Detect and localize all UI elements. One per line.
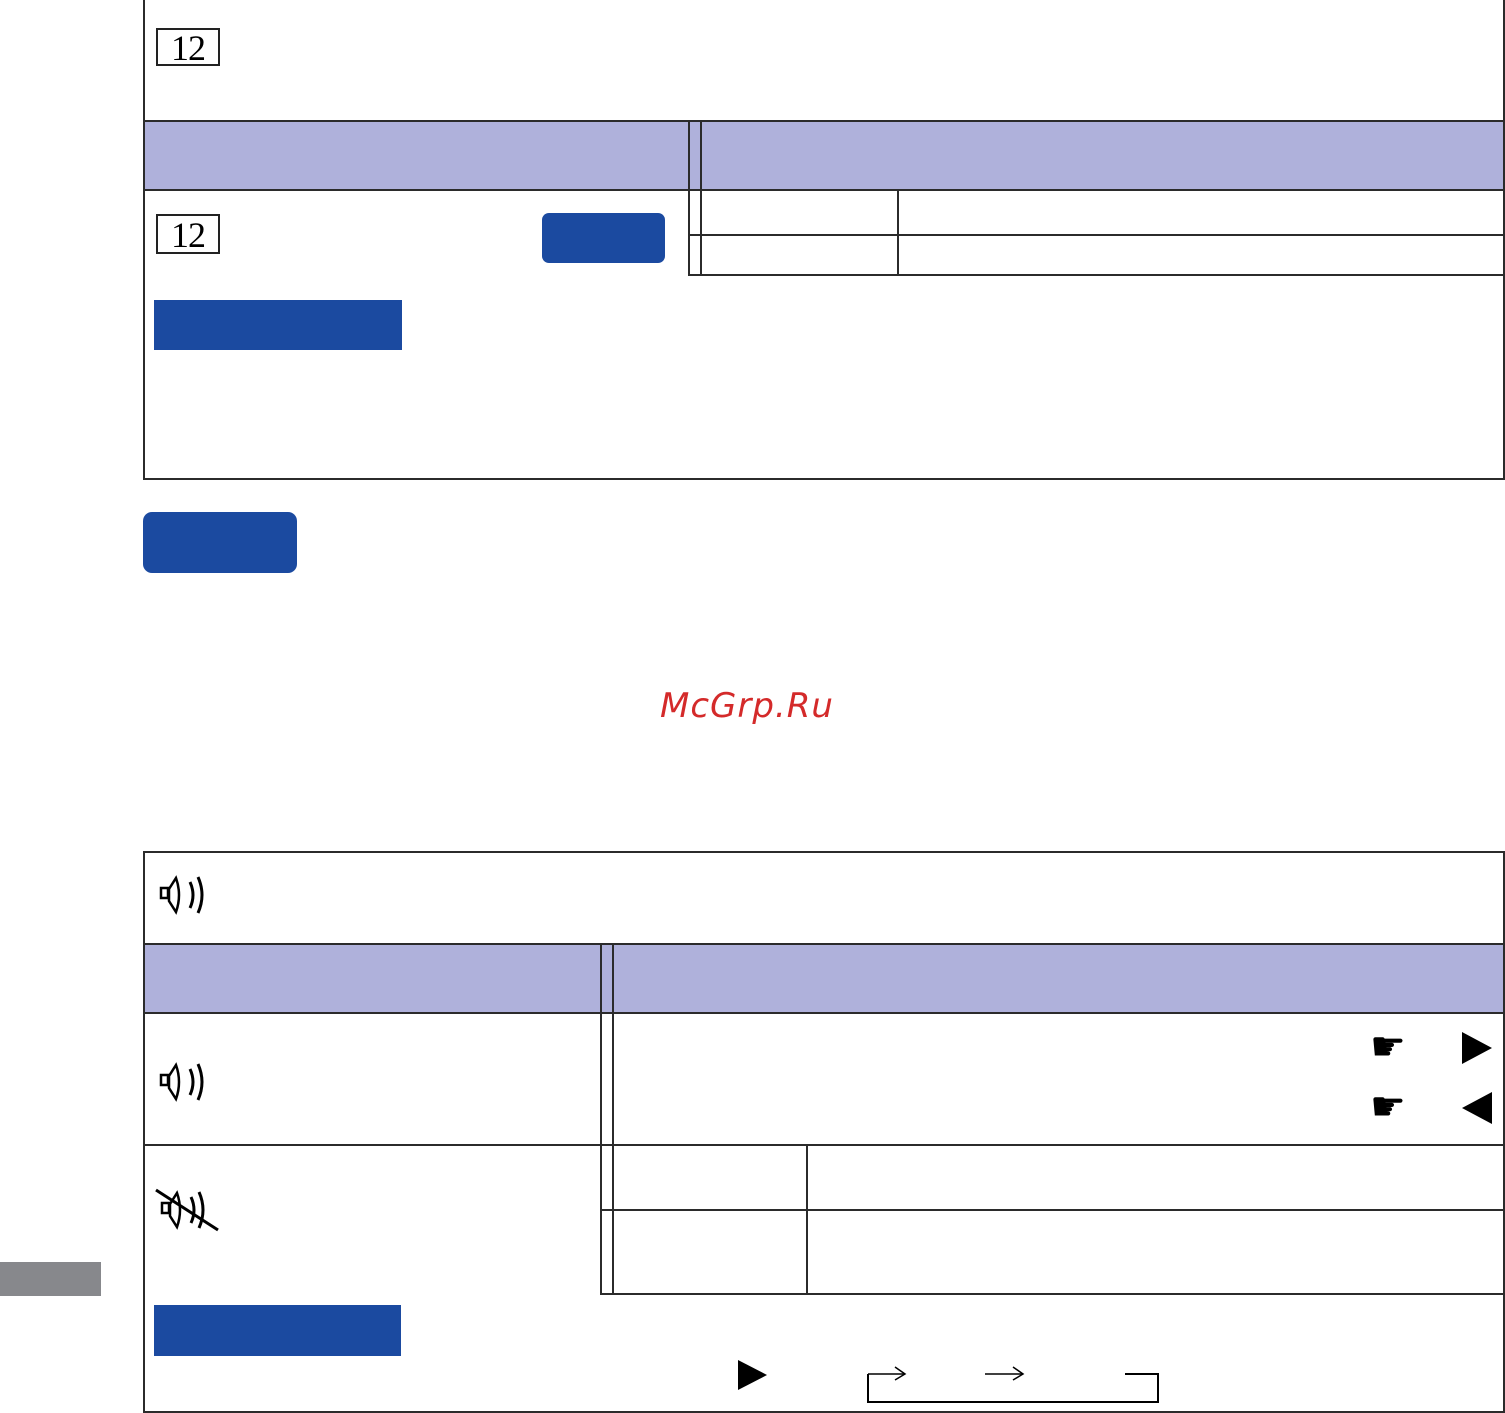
section1-header-bottom-rule (145, 189, 1503, 191)
section1-subtable-col-rule (897, 190, 899, 276)
section2-table-bottom-rule (600, 1293, 1503, 1295)
section1-subtable-row-rule (688, 234, 1503, 236)
pointing-hand-icon: ☛ (1370, 1025, 1406, 1069)
section2-divider-a (600, 944, 602, 1295)
section2-subrow-rule (600, 1209, 1503, 1211)
section1-item-number-icon: 12 (156, 214, 220, 254)
section1-divider-a (688, 121, 690, 276)
section1-table-header (145, 121, 1503, 190)
section2-frame (143, 851, 1505, 1413)
watermark: McGrp.Ru (660, 686, 834, 726)
cycle-arrows-icon (867, 1366, 1159, 1403)
section1-note-badge (154, 300, 402, 350)
section1-subtable-bottom-rule (688, 274, 1503, 276)
left-arrow-icon (1462, 1092, 1492, 1124)
right-arrow-icon (738, 1360, 767, 1390)
section1-title-number-icon: 12 (156, 28, 220, 66)
mute-icon (155, 1188, 219, 1232)
section2-divider-b (612, 944, 614, 1295)
section2-header-bottom-rule (145, 1012, 1503, 1014)
section2-table-header (145, 944, 1503, 1013)
section1-frame (143, 0, 1505, 480)
section1-item-badge (542, 213, 665, 263)
speaker-icon (159, 875, 204, 915)
section1-divider-b (700, 121, 702, 276)
right-arrow-icon (1462, 1032, 1492, 1064)
section2-row1-bottom-rule (145, 1144, 1503, 1146)
section1-header-top-rule (145, 120, 1503, 122)
section-badge (143, 512, 297, 573)
section2-note-badge (154, 1305, 401, 1356)
section2-header-top-rule (145, 943, 1503, 945)
volume-icon (159, 1062, 204, 1102)
pointing-hand-icon: ☛ (1370, 1085, 1406, 1129)
side-page-tab (0, 1262, 101, 1296)
section2-subtable-col-rule (806, 1145, 808, 1295)
